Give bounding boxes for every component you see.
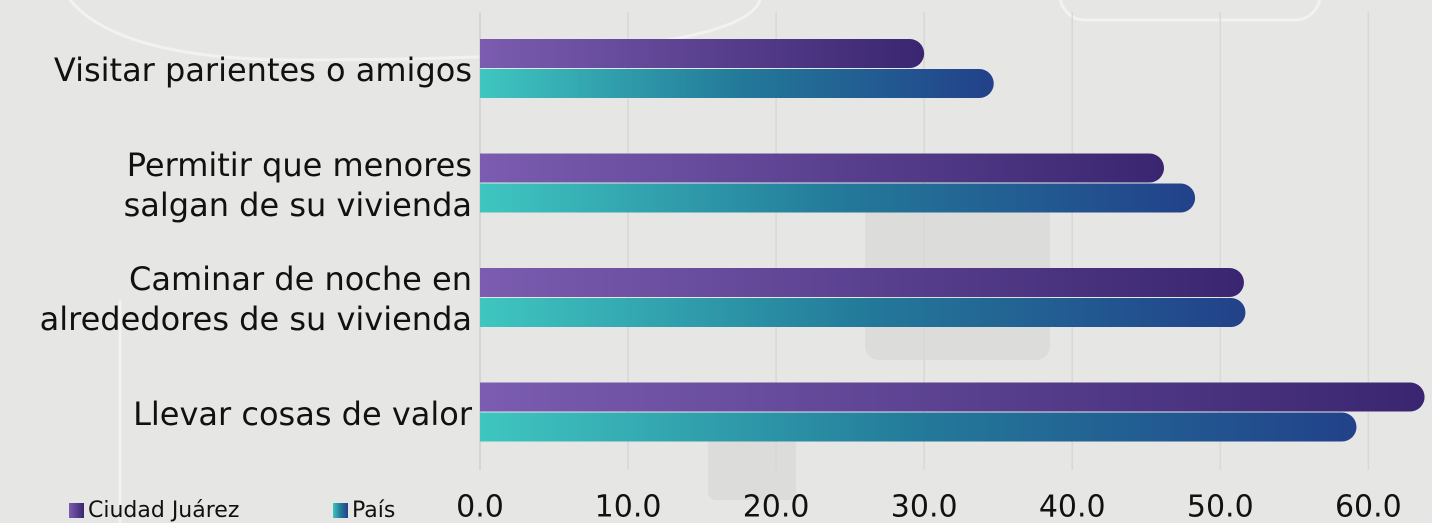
x-tick-label: 50.0 <box>1187 490 1254 523</box>
x-tick-label: 20.0 <box>743 490 810 523</box>
bar <box>480 69 994 98</box>
x-tick-label: 60.0 <box>1335 490 1402 523</box>
bar <box>480 382 1425 412</box>
bar <box>480 412 1357 442</box>
x-tick-label: 10.0 <box>595 490 662 523</box>
bar <box>480 298 1246 327</box>
x-tick-label: 30.0 <box>891 490 958 523</box>
bar <box>480 153 1165 183</box>
background-decoration <box>68 0 1322 523</box>
legend-label: Ciudad Juárez <box>88 498 239 523</box>
background-decoration <box>708 430 796 500</box>
bar <box>480 268 1244 297</box>
y-tick-label: Llevar cosas de valor <box>133 394 472 433</box>
legend-swatch <box>333 503 348 518</box>
y-tick-label: Caminar de noche en alrededores de su vi… <box>39 260 472 338</box>
bar <box>480 183 1196 213</box>
y-tick-label: Visitar parientes o amigos <box>53 51 472 89</box>
y-tick-label: Permitir que menores salgan de su vivien… <box>123 145 472 224</box>
bar <box>480 39 925 68</box>
x-tick-label: 40.0 <box>1039 490 1106 523</box>
legend-label: País <box>352 498 395 523</box>
x-tick-label: 0.0 <box>456 490 504 523</box>
legend-swatch <box>69 503 84 518</box>
